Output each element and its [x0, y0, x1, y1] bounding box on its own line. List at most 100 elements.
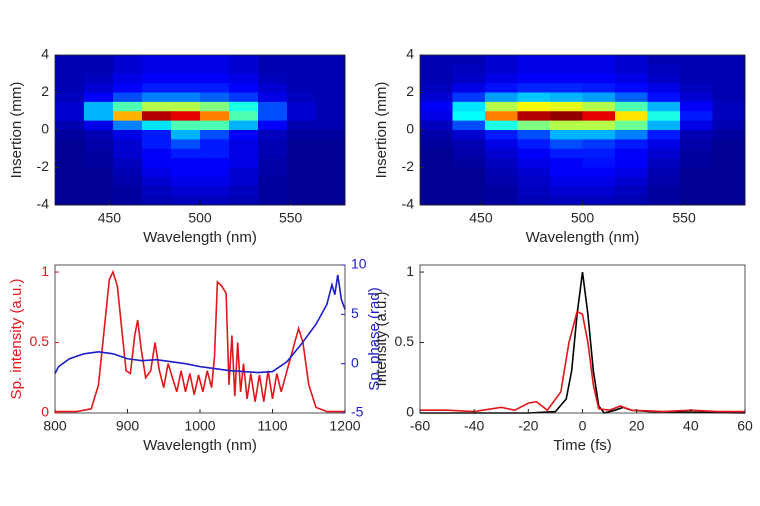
heatmap-cell	[680, 158, 713, 168]
heatmap-cell	[420, 130, 453, 140]
heatmap-cell	[485, 64, 518, 75]
heatmap-cell	[142, 120, 172, 131]
heatmap-cell	[142, 64, 172, 75]
heatmap-cell	[258, 148, 288, 159]
heatmap-cell	[452, 139, 486, 150]
heatmap-cell	[113, 139, 143, 150]
heatmap-cell	[582, 73, 616, 84]
heatmap-cell	[582, 186, 616, 197]
heatmap-cell	[582, 139, 616, 150]
heatmap-cell	[113, 167, 143, 178]
heatmap-cell	[113, 158, 143, 168]
heatmap-cell	[517, 176, 551, 187]
heatmap-cell	[550, 64, 583, 75]
heatmap-cell	[615, 55, 648, 65]
heatmap-cell	[647, 148, 681, 159]
heatmap-cell	[113, 83, 143, 93]
heatmap-cell	[485, 148, 518, 159]
heatmap-cell	[287, 111, 317, 122]
heatmap-cell	[550, 101, 583, 112]
heatmap-cell	[582, 176, 616, 187]
y-tick-label: 2	[406, 83, 414, 99]
heatmap-cell	[229, 167, 259, 178]
heatmap-cell	[287, 139, 317, 150]
heatmap-cell	[615, 64, 648, 75]
heatmap-cell	[142, 167, 172, 178]
heatmap-cell	[287, 92, 317, 103]
y-tick-label: 2	[41, 83, 49, 99]
heatmap-cell	[420, 73, 453, 84]
heatmap-cell	[142, 195, 172, 206]
x-tick-label: 550	[279, 210, 303, 226]
heatmap-cell	[84, 186, 114, 197]
heatmap-cell	[582, 55, 616, 65]
heatmap-cell	[287, 64, 317, 75]
heatmap-cell	[171, 176, 201, 187]
y-tick-label: 4	[41, 46, 49, 62]
heatmap-cell	[171, 101, 201, 112]
heatmap-cell	[55, 92, 85, 103]
heatmap-cell	[680, 139, 713, 150]
y2-tick-label: 5	[351, 305, 359, 321]
heatmap-cell	[287, 186, 317, 197]
heatmap-cell	[582, 167, 616, 178]
heatmap-cell	[680, 120, 713, 131]
heatmap-cell	[55, 176, 85, 187]
x-tick-label: 500	[571, 210, 595, 226]
heatmap-cell	[287, 83, 317, 93]
heatmap-cell	[712, 148, 746, 159]
x-tick-label: 1100	[257, 418, 287, 434]
heatmap-cell	[316, 130, 346, 140]
y-axis-label: Sp. intensity (a.u.)	[8, 279, 25, 400]
heatmap-cell	[680, 167, 713, 178]
heatmap-cell	[615, 148, 648, 159]
heatmap-cell	[615, 101, 648, 112]
heatmap-cell	[316, 83, 346, 93]
heatmap-cell	[84, 64, 114, 75]
heatmap-cell	[712, 83, 746, 93]
heatmap-cell	[200, 158, 230, 168]
heatmap-cell	[615, 167, 648, 178]
heatmap-cell	[171, 195, 201, 206]
heatmap-cell	[485, 130, 518, 140]
y-axis-label: Insertion (mm)	[8, 82, 25, 179]
heatmap-cell	[258, 111, 288, 122]
heatmap-cell	[517, 64, 551, 75]
heatmap-cell	[113, 101, 143, 112]
heatmap-cell	[287, 148, 317, 159]
y-tick-label: 4	[406, 46, 414, 62]
heatmap-cell	[142, 139, 172, 150]
heatmap-cell	[582, 83, 616, 93]
heatmap-cell	[550, 83, 583, 93]
heatmap-cell	[517, 55, 551, 65]
heatmap-cell	[712, 139, 746, 150]
heatmap-cell	[615, 158, 648, 168]
heatmap-cell	[142, 186, 172, 197]
heatmap-cell	[420, 92, 453, 103]
heatmap-cell	[517, 130, 551, 140]
heatmap-cell	[84, 195, 114, 206]
heatmap-cell	[200, 55, 230, 65]
heatmap-cell	[316, 55, 346, 65]
heatmap-cell	[171, 55, 201, 65]
heatmap-cell	[420, 148, 453, 159]
heatmap-cell	[171, 64, 201, 75]
heatmap-cell	[316, 186, 346, 197]
heatmap-cell	[316, 176, 346, 187]
heatmap-cell	[142, 83, 172, 93]
heatmap-cell	[142, 55, 172, 65]
heatmap-cell	[316, 73, 346, 84]
y-tick-label: 0	[41, 404, 49, 420]
heatmap-cell	[680, 148, 713, 159]
heatmap-cell	[200, 167, 230, 178]
y-tick-label: 0	[406, 121, 414, 137]
heatmap-cell	[712, 176, 746, 187]
heatmap-cell	[113, 130, 143, 140]
heatmap-cell	[84, 139, 114, 150]
heatmap-cell	[55, 64, 85, 75]
heatmap-cell	[712, 111, 746, 122]
heatmap-cell	[316, 139, 346, 150]
heatmap-cell	[485, 101, 518, 112]
heatmap-cell	[229, 64, 259, 75]
